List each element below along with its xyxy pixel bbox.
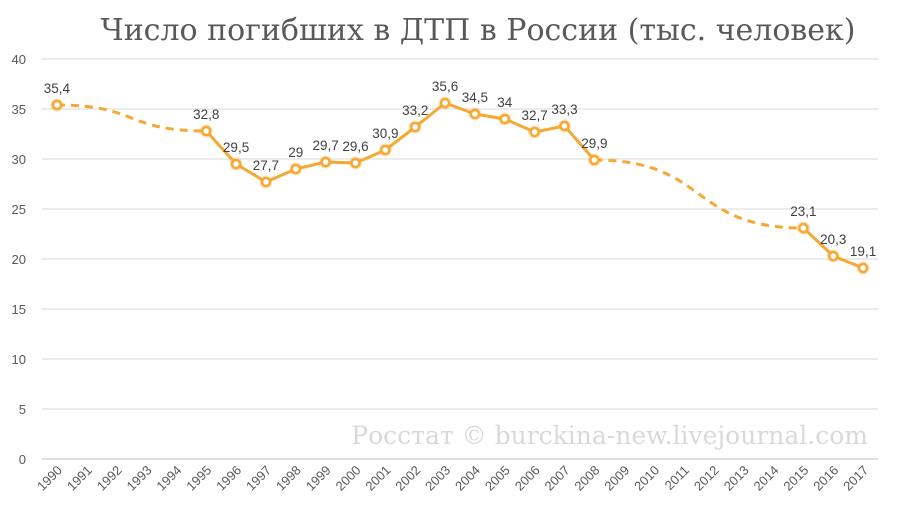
x-tick-label: 1994 [153, 463, 184, 494]
data-label: 35,6 [432, 79, 458, 94]
data-point [827, 250, 839, 262]
x-tick-label: 1992 [94, 463, 125, 494]
series-segment [204, 129, 238, 166]
series-gap-trend [594, 158, 804, 230]
x-tick-label: 2001 [362, 463, 393, 494]
data-point [439, 97, 451, 109]
series-segment [503, 117, 537, 134]
data-point [320, 156, 331, 168]
data-point [529, 126, 540, 138]
x-tick-label: 2014 [751, 463, 782, 494]
y-tick-label: 10 [12, 352, 26, 367]
x-tick-label: 2013 [721, 463, 752, 494]
x-tick-label: 2007 [542, 463, 573, 494]
series-line [56, 101, 865, 270]
x-tick-label: 2006 [512, 463, 543, 494]
series-segment [354, 148, 387, 165]
x-tick-label: 1993 [124, 463, 155, 494]
x-tick-label: 1998 [273, 463, 304, 494]
data-label: 35,4 [44, 81, 71, 96]
x-tick-label: 1991 [64, 463, 95, 494]
data-point [409, 121, 421, 133]
data-label: 29,7 [313, 138, 339, 153]
x-tick-label: 2003 [422, 463, 453, 494]
x-tick-label: 2010 [631, 463, 662, 494]
data-point [230, 158, 242, 170]
data-point [260, 176, 272, 188]
x-tick-label: 2009 [601, 463, 632, 494]
series-segment [383, 125, 417, 152]
x-axis-ticks: 1990199119921993199419951996199719981999… [34, 463, 871, 494]
watermark: Росстат © burckina-new.livejournal.com [351, 421, 868, 450]
data-point [350, 157, 361, 169]
data-point [469, 108, 481, 120]
y-tick-label: 0 [19, 452, 26, 467]
x-tick-label: 2017 [840, 463, 871, 494]
y-tick-label: 25 [12, 202, 26, 217]
data-label: 34,5 [462, 90, 488, 105]
data-point [589, 154, 600, 166]
data-label: 29 [288, 145, 303, 160]
data-label: 29,9 [581, 136, 607, 151]
y-tick-label: 15 [12, 302, 26, 317]
data-label: 33,3 [551, 102, 577, 117]
x-tick-label: 1995 [183, 463, 214, 494]
data-labels: 35,4 32,8 29,5 27,7 29 29,7 29,6 30,9 33,2 35,6 34… [44, 79, 876, 259]
x-tick-label: 1996 [213, 463, 244, 494]
data-point [200, 125, 212, 137]
x-tick-label: 2005 [482, 463, 513, 494]
data-label: 30,9 [372, 126, 398, 141]
data-point [380, 144, 391, 156]
x-tick-label: 2016 [810, 463, 841, 494]
series-segment [831, 254, 865, 270]
data-point [499, 113, 511, 125]
x-tick-label: 1990 [34, 463, 65, 494]
x-tick-label: 2015 [780, 463, 811, 494]
series-segment [801, 226, 835, 258]
data-label: 23,1 [790, 204, 816, 219]
x-tick-label: 2000 [333, 463, 364, 494]
data-label: 19,1 [850, 244, 876, 259]
data-label: 34 [497, 95, 513, 110]
series-segment [413, 101, 447, 129]
x-tick-label: 2012 [691, 463, 722, 494]
series-points [50, 96, 870, 275]
x-tick-label: 1997 [243, 463, 274, 494]
y-tick-label: 20 [12, 252, 26, 267]
data-label: 29,6 [342, 139, 368, 154]
data-point [559, 120, 570, 132]
x-tick-label: 1999 [303, 463, 334, 494]
data-label: 20,3 [820, 232, 846, 247]
series-segment [264, 167, 298, 184]
y-tick-label: 5 [19, 402, 26, 417]
chart-title: Число погибших в ДТП в России (тыс. чело… [101, 13, 856, 48]
series-segment [443, 101, 477, 116]
data-label: 33,2 [402, 103, 428, 118]
data-point [51, 99, 63, 111]
gridlines [42, 58, 878, 460]
series-segment [234, 162, 268, 184]
series-gap-trend [56, 103, 207, 133]
series-segment [563, 124, 596, 162]
y-tick-label: 40 [12, 52, 26, 67]
data-label: 27,7 [253, 158, 279, 173]
data-label: 32,8 [193, 107, 219, 122]
data-point [798, 222, 809, 234]
data-label: 32,7 [522, 108, 548, 123]
y-tick-label: 30 [12, 152, 26, 167]
x-tick-label: 2002 [392, 463, 423, 494]
data-point [290, 163, 302, 175]
data-point [857, 262, 869, 274]
y-tick-label: 35 [12, 102, 26, 117]
data-label: 29,5 [223, 140, 249, 155]
x-tick-label: 2004 [452, 463, 483, 494]
x-tick-label: 2011 [662, 463, 692, 493]
x-tick-label: 2008 [571, 463, 602, 494]
y-axis-ticks: 0 5 10 15 20 25 30 35 40 [12, 52, 26, 467]
